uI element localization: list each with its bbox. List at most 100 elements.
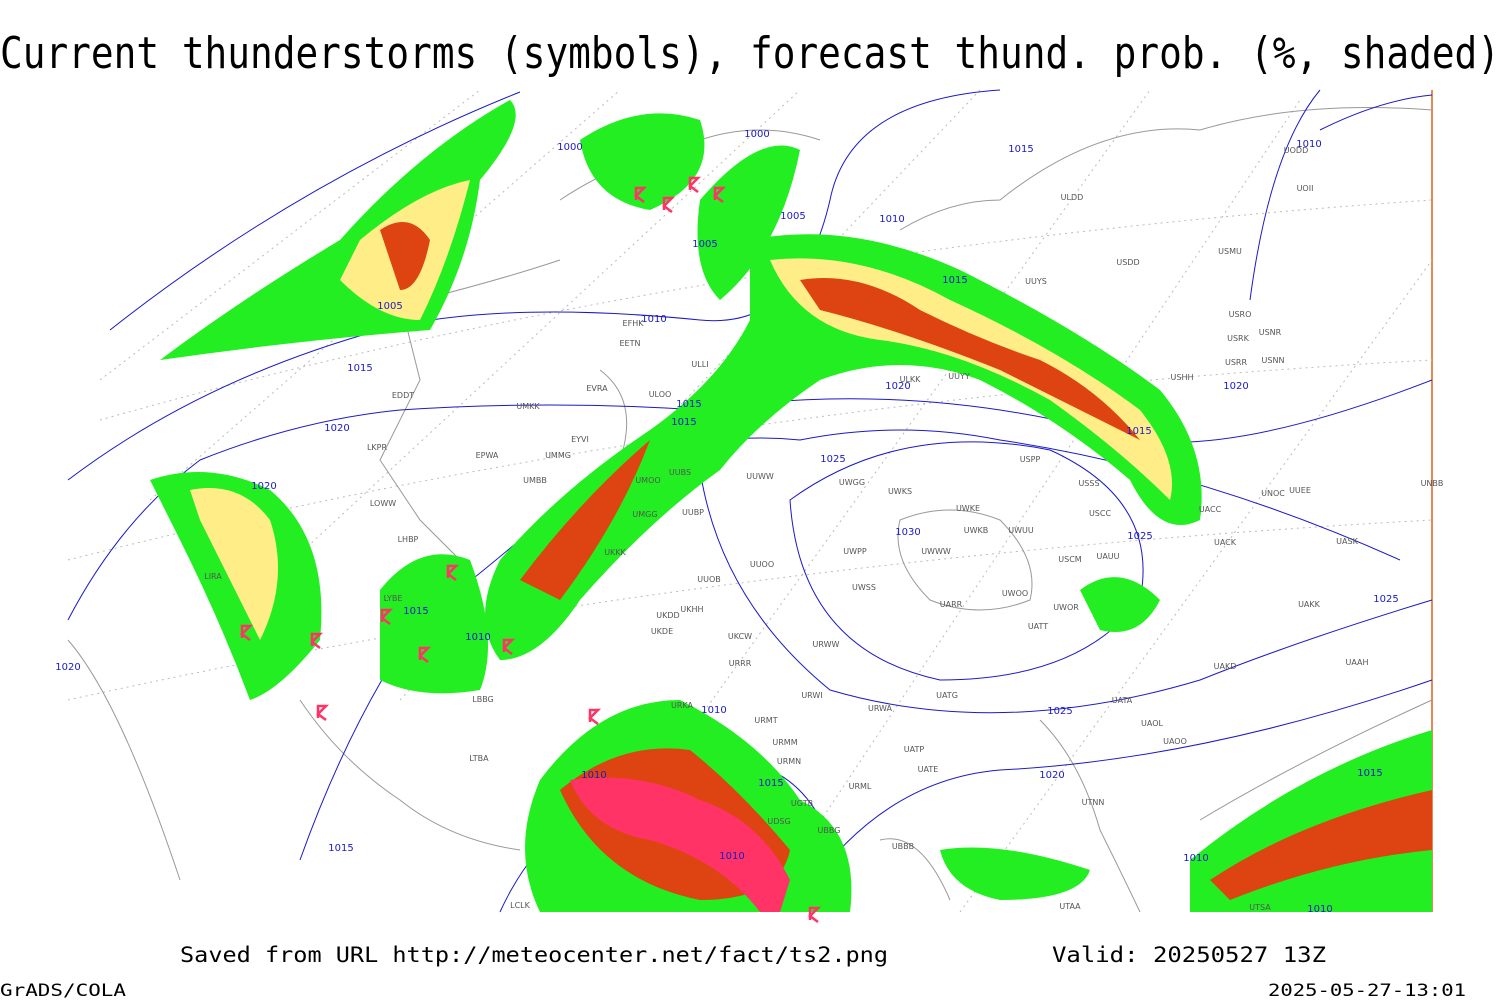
isobar-label: 1010 [879, 214, 904, 225]
isobar-label: 1005 [377, 301, 402, 312]
station-code: UACK [1214, 538, 1237, 547]
station-code: LKPR [367, 443, 388, 452]
isobar-label: 1020 [1223, 381, 1248, 392]
station-code: UASK [1336, 537, 1358, 546]
station-code: UNOC [1261, 489, 1285, 498]
station-code: UUBS [669, 468, 691, 477]
station-code: ULKK [900, 375, 922, 384]
isobar-label: 1020 [251, 481, 276, 492]
isobar-label: 1000 [557, 142, 582, 153]
isobar-label: 1015 [1126, 426, 1151, 437]
isobar-label: 1025 [820, 454, 845, 465]
isobar-label: 1010 [1183, 853, 1208, 864]
station-code: USRK [1227, 334, 1249, 343]
station-code: UTAA [1059, 902, 1081, 911]
station-code: URWA [868, 704, 893, 713]
station-code: UBBB [892, 842, 914, 851]
station-code: USRR [1225, 358, 1247, 367]
software: GrADS/COLA [0, 981, 126, 1000]
station-code: LHBP [398, 535, 419, 544]
station-code: USCM [1058, 555, 1082, 564]
station-code: UWUU [1008, 526, 1034, 535]
isobar-label: 1010 [1307, 904, 1332, 915]
thunderstorm-probability-shading [150, 100, 1432, 912]
station-code: UMGG [632, 510, 657, 519]
station-code: UWKB [964, 526, 989, 535]
valid-time: Valid: 20250527 13Z [1052, 943, 1326, 967]
isobar-label: 1015 [347, 363, 372, 374]
station-code: ULLI [691, 360, 708, 369]
station-code: URMN [777, 757, 801, 766]
isobar-label: 1015 [676, 399, 701, 410]
isobar-label: 1010 [641, 314, 666, 325]
station-code: USDD [1116, 258, 1139, 267]
isobar-label: 1015 [942, 275, 967, 286]
station-code: USHH [1171, 373, 1194, 382]
station-code: USCC [1089, 509, 1112, 518]
thunderstorm-symbols [240, 176, 822, 923]
isobar-label: 1015 [1008, 144, 1033, 155]
station-code: EETN [620, 339, 641, 348]
station-code: UWKS [888, 487, 912, 496]
isobar-label: 1020 [885, 381, 910, 392]
source-url: Saved from URL http://meteocenter.net/fa… [180, 943, 888, 967]
station-code: UACC [1199, 505, 1222, 514]
isobar-label: 1015 [328, 843, 353, 854]
station-code: UATG [936, 691, 958, 700]
station-code: UATP [904, 745, 925, 754]
isobar-label: 1010 [581, 770, 606, 781]
station-code: UWGG [839, 478, 865, 487]
isobar-label: 1020 [55, 662, 80, 673]
isobar-label: 1020 [1039, 770, 1064, 781]
station-code: ULDD [1061, 193, 1084, 202]
station-code: UNBB [1421, 479, 1444, 488]
station-code: UUYY [948, 372, 970, 381]
station-code: UMKK [516, 402, 540, 411]
isobar-label: 1015 [1357, 768, 1382, 779]
station-code: UAAH [1345, 658, 1368, 667]
station-code: UOII [1297, 184, 1314, 193]
isobar-label: 1020 [324, 423, 349, 434]
station-code: LBBG [472, 695, 494, 704]
station-code: UAKD [1214, 662, 1237, 671]
station-code: USMU [1218, 247, 1242, 256]
station-code: UWSS [852, 583, 876, 592]
station-code: LYBE [384, 594, 403, 603]
station-code: UTSA [1249, 903, 1271, 912]
station-code: UWOR [1053, 603, 1079, 612]
isobar-label: 1025 [1373, 594, 1398, 605]
station-code: UKDE [651, 627, 673, 636]
station-code: EPWA [476, 451, 499, 460]
isobar-label: 1010 [1296, 139, 1321, 150]
station-code: EVRA [586, 384, 608, 393]
station-code: UAKK [1298, 600, 1321, 609]
station-code: LTBA [469, 754, 489, 763]
station-code: UUWW [746, 472, 774, 481]
station-code: USPP [1020, 455, 1041, 464]
station-code: LOWW [370, 499, 396, 508]
station-code: UATA [1112, 696, 1133, 705]
isobar-label: 1005 [692, 239, 717, 250]
station-code: URMM [772, 738, 797, 747]
isobar-label: 1010 [701, 705, 726, 716]
station-code: UMOO [635, 476, 660, 485]
station-code: UAOO [1163, 737, 1187, 746]
station-code: USNN [1262, 356, 1285, 365]
station-code: LIRA [204, 572, 222, 581]
station-code: UUEE [1289, 486, 1311, 495]
station-code: UKKK [604, 548, 626, 557]
isobar-label: 1005 [780, 211, 805, 222]
station-code: USRO [1229, 310, 1252, 319]
station-code: URWI [801, 691, 822, 700]
station-code: UUYS [1025, 277, 1047, 286]
station-code: UMMG [545, 451, 571, 460]
station-code: UWWW [921, 547, 951, 556]
station-code: USSS [1078, 479, 1099, 488]
isobar-label: 1025 [1127, 531, 1152, 542]
station-code: UTNN [1082, 798, 1105, 807]
isobar-label: 1030 [895, 527, 920, 538]
station-code: UODD [1284, 146, 1308, 155]
isobar-label: 1015 [671, 417, 696, 428]
station-code: USNR [1259, 328, 1282, 337]
